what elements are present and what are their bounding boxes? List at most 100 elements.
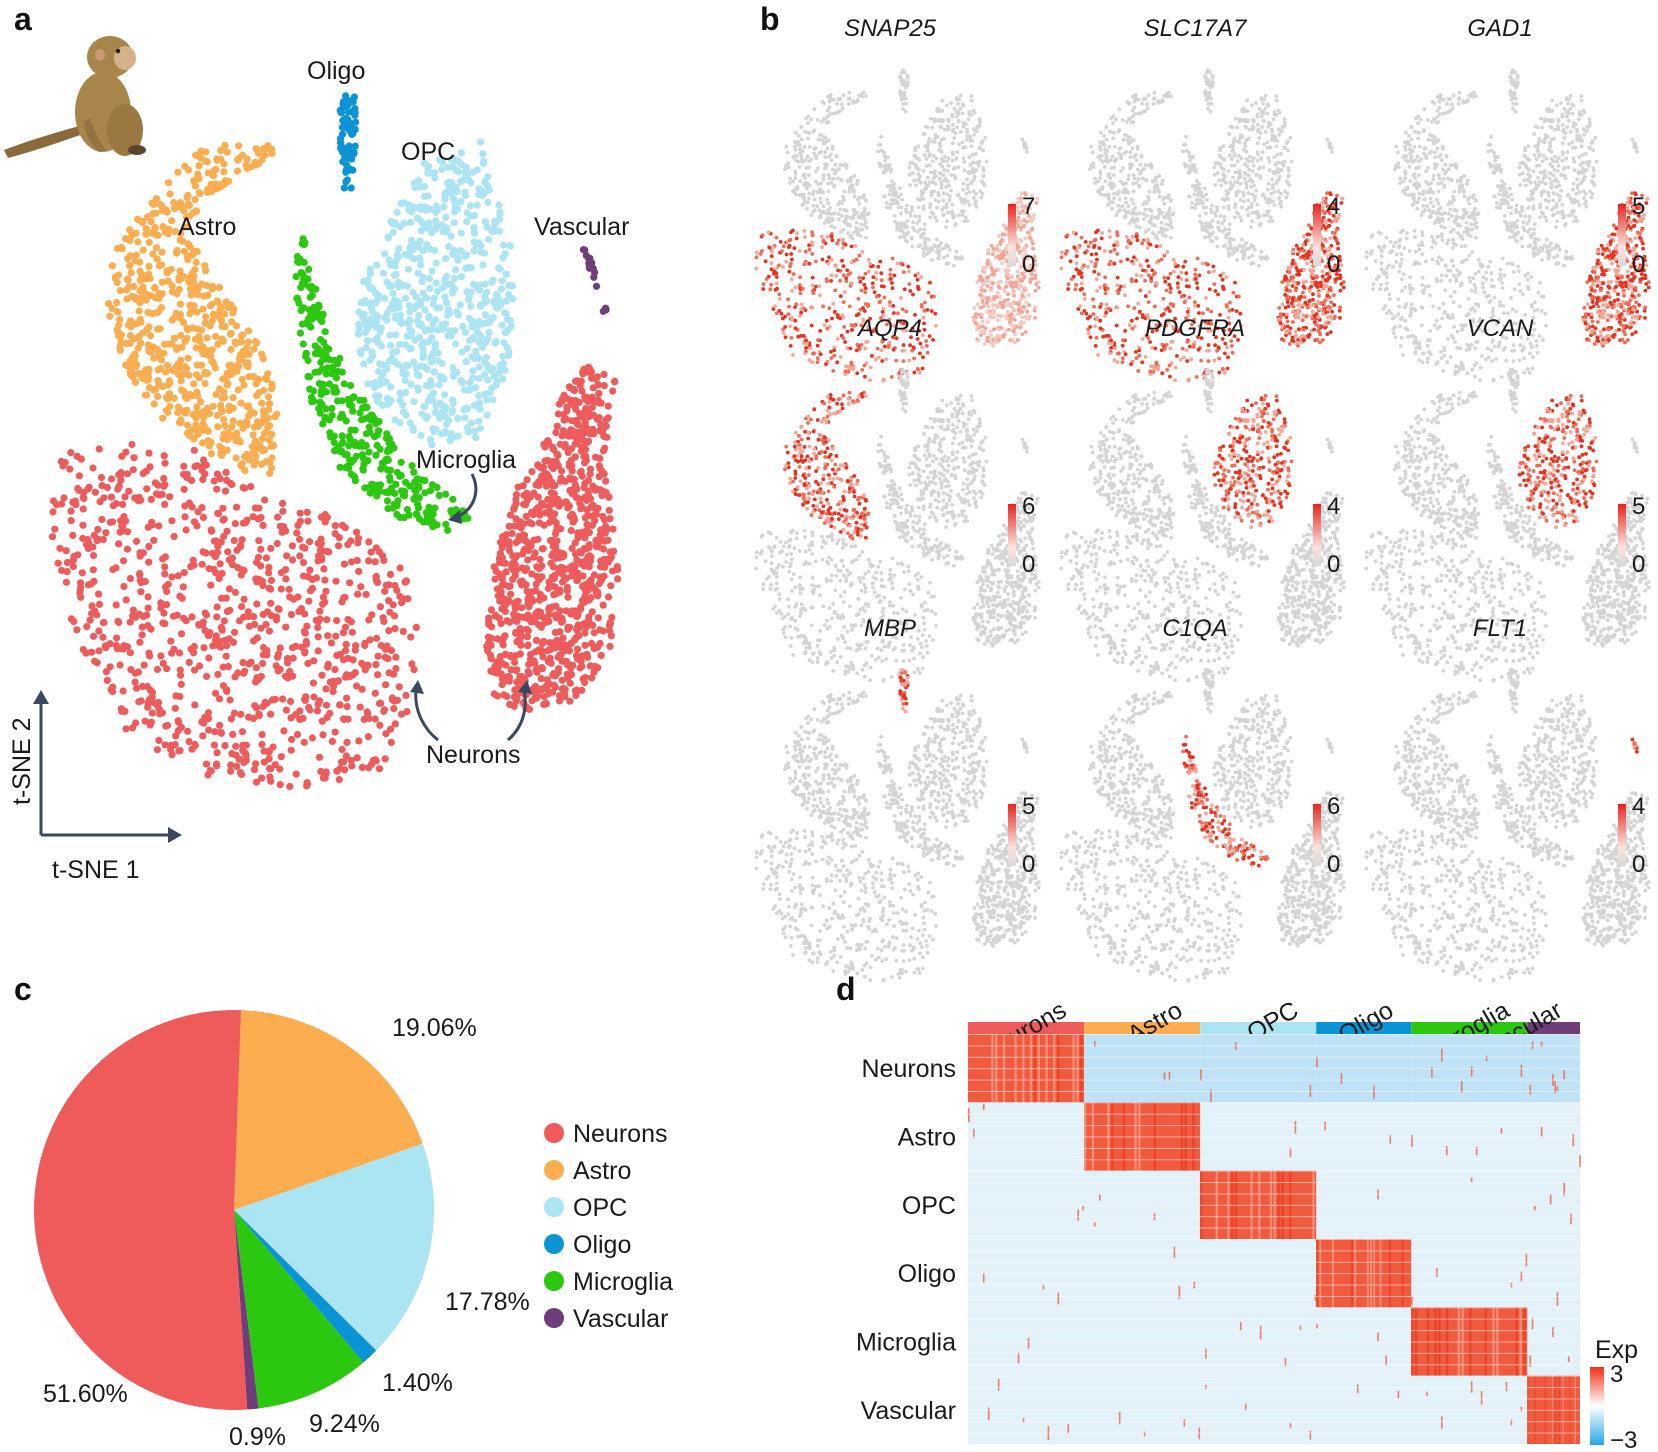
tsne-point-neurons [115,540,123,548]
tsne-point-opc [501,329,509,337]
tsne-point-neurons [147,495,155,503]
tsne-point-opc [361,328,369,337]
expr-point [952,136,957,140]
tsne-point-neurons [607,582,615,590]
tsne-point-astro [250,373,258,381]
tsne-point-neurons [253,600,261,608]
expr-point [934,323,938,328]
tsne-point-opc [461,191,469,199]
tsne-point-opc [465,314,473,322]
tsne-point-neurons [328,737,336,746]
expr-point [841,336,846,340]
tsne-point-opc [432,259,440,267]
expr-point [907,358,912,363]
tsne-point-neurons [304,517,312,525]
tsne-point-neurons [358,763,366,772]
expr-point [822,101,827,106]
tsne-point-neurons [288,556,297,564]
tsne-point-neurons [552,547,560,555]
tsne-point-neurons [238,603,246,611]
tsne-point-neurons [487,655,495,663]
tsne-point-opc [463,344,471,352]
tsne-point-astro [177,363,185,371]
tsne-point-opc [470,246,478,254]
tsne-point-astro [125,283,133,291]
expr-point [918,341,923,346]
expr-point [832,185,837,189]
expr-point [918,351,922,356]
expr-point [850,183,855,188]
expr-point [946,119,951,124]
tsne-point-opc [457,229,465,237]
tsne-point-neurons [121,493,129,501]
expr-point [798,291,803,296]
tsne-point-neurons [251,702,259,710]
expr-point [807,173,811,178]
tsne-point-opc [416,255,424,263]
tsne-point-astro [268,454,276,462]
tsne-point-neurons [301,610,309,618]
expr-point [811,203,816,208]
expr-point [860,211,864,216]
expr-point [1016,205,1020,210]
tsne-point-neurons [167,637,175,645]
expr-point [842,325,847,329]
tsne-point-opc [442,213,450,222]
tsne-point-neurons [214,509,222,517]
expr-point [912,356,916,361]
tsne-point-neurons [562,415,570,423]
tsne-cluster-plot: Oligo OPC Astro Vascular Microglia Neuro… [4,36,629,884]
expr-point [1016,215,1021,220]
tsne-point-astro [202,313,210,321]
expr-point [791,179,795,184]
tsne-point-neurons [599,447,608,455]
expr-point [969,144,974,149]
tsne-point-neurons [338,521,347,529]
tsne-point-neurons [358,685,366,693]
tsne-point-opc [470,335,478,343]
tsne-point-neurons [176,666,184,674]
tsne-point-neurons [70,618,78,626]
tsne-point-neurons [316,615,324,623]
tsne-point-astro [170,198,178,207]
tsne-point-microglia [310,397,318,405]
tsne-point-astro [225,403,234,411]
tsne-point-neurons [175,747,183,755]
expr-point [921,169,926,174]
tsne-point-opc [441,391,449,399]
tsne-point-opc [368,348,376,356]
tsne-point-opc [402,388,410,396]
tsne-point-neurons [588,608,596,616]
tsne-point-neurons [245,660,253,668]
tsne-point-neurons [180,485,188,493]
tsne-point-microglia [408,462,416,470]
expr-point [931,153,936,158]
tsne-point-neurons [98,515,106,524]
tsne-point-opc [475,417,483,425]
tsne-point-astro [189,324,197,332]
tsne-point-astro [203,158,211,166]
expr-point [945,219,949,224]
y-axis-arrow-icon [33,690,49,704]
tsne-point-neurons [402,578,410,586]
tsne-point-astro [180,408,188,416]
tsne-point-opc [400,219,408,227]
expr-point [1003,257,1008,262]
tsne-point-microglia [331,385,339,393]
expr-point [846,179,850,184]
tsne-point-neurons [114,617,122,625]
expr-point [932,294,936,299]
expr-point [818,329,823,333]
tsne-point-neurons [332,577,340,585]
tsne-point-neurons [558,614,566,623]
expr-point [1016,196,1021,201]
tsne-point-microglia [418,476,426,484]
expr-point [881,378,886,383]
expr-point [985,338,990,343]
tsne-point-astro [163,361,172,369]
tsne-point-opc [417,205,425,213]
tsne-point-neurons [571,481,580,489]
tsne-point-neurons [143,485,151,493]
expr-point [994,340,998,345]
tsne-point-microglia [400,514,408,522]
